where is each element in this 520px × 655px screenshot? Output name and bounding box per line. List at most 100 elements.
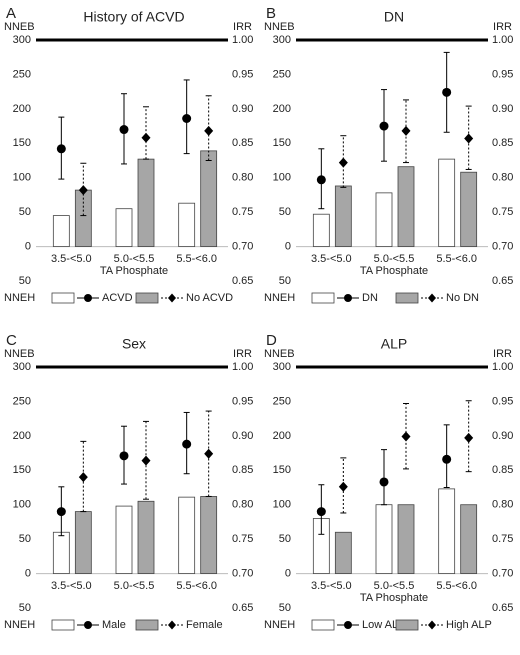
bar — [178, 496, 196, 574]
y-tick-label: 0 — [25, 240, 31, 252]
y-tick-label: 200 — [13, 103, 31, 115]
irr-point — [442, 454, 452, 464]
y2-tick-label: 0.95 — [232, 68, 253, 80]
y-axis-label-bottom: NNEH — [4, 619, 35, 631]
bar — [397, 166, 415, 247]
y-axis-label-bottom: NNEH — [264, 292, 295, 304]
irr-point — [182, 439, 192, 449]
irr-point — [464, 432, 474, 443]
irr-point — [204, 125, 214, 136]
legend-swatch — [395, 292, 419, 304]
y-tick-label: 150 — [13, 464, 31, 476]
y2-tick-label: 0.65 — [492, 275, 513, 287]
y-tick-label: 250 — [273, 395, 291, 407]
x-tick-label: 3.5-<5.0 — [311, 253, 352, 265]
y2-tick-label: 1.00 — [492, 34, 513, 46]
panel-letter: B — [266, 5, 276, 22]
irr-point — [141, 132, 151, 143]
chart-title: History of ACVD — [83, 9, 184, 25]
y2-axis-label: IRR — [493, 21, 512, 33]
y-tick-label: 100 — [13, 172, 31, 184]
bar — [137, 158, 155, 247]
legend-marker — [428, 293, 436, 303]
y-tick-label: 150 — [273, 137, 291, 149]
legend-label: Female — [186, 619, 223, 631]
x-tick-label: 3.5-<5.0 — [51, 580, 92, 592]
legend-label: No ACVD — [186, 292, 233, 304]
y2-axis-label: IRR — [233, 21, 252, 33]
legend-swatch — [135, 292, 159, 304]
legend-marker — [344, 621, 352, 629]
y-tick-label: 250 — [13, 395, 31, 407]
irr-point — [316, 507, 326, 517]
x-axis-label: TA Phosphate — [360, 265, 428, 277]
y2-tick-label: 0.80 — [232, 172, 253, 184]
irr-point — [119, 451, 129, 461]
panel: B DN NNEB NNEH IRR 50 0 50 100 150 200 250 300 0.65 0.… — [264, 5, 513, 304]
legend-marker — [344, 294, 352, 302]
bar — [137, 500, 155, 574]
bar — [438, 158, 456, 247]
y-tick-label: 100 — [273, 172, 291, 184]
y2-tick-label: 0.95 — [492, 395, 513, 407]
x-axis-label: TA Phosphate — [360, 592, 428, 604]
x-tick-label: 5.5-<6.0 — [436, 580, 477, 592]
y-tick-label: 0 — [25, 567, 31, 579]
legend-label: Low ALP — [362, 619, 405, 631]
bar — [115, 208, 133, 247]
legend-label: No DN — [446, 292, 479, 304]
y2-tick-label: 0.65 — [492, 602, 513, 614]
y-tick-label: 50 — [19, 602, 31, 614]
bar — [115, 505, 133, 574]
bar — [460, 504, 478, 574]
x-axis-label: TA Phosphate — [100, 265, 168, 277]
y2-tick-label: 0.75 — [492, 206, 513, 218]
irr-point — [141, 455, 151, 466]
panel-letter: D — [266, 332, 277, 349]
y2-tick-label: 0.85 — [492, 137, 513, 149]
y-tick-label: 50 — [279, 206, 291, 218]
chart-title: ALP — [381, 336, 407, 352]
bar — [74, 511, 92, 574]
bar — [375, 192, 393, 247]
bar — [375, 504, 393, 574]
x-tick-label: 5.0-<5.5 — [374, 580, 415, 592]
y-tick-label: 50 — [279, 533, 291, 545]
x-tick-label: 5.5-<6.0 — [176, 253, 217, 265]
y-axis-label: NNEB — [4, 348, 35, 360]
bar — [200, 150, 218, 247]
irr-point — [78, 472, 88, 483]
y-axis-label-bottom: NNEH — [4, 292, 35, 304]
y2-tick-label: 0.65 — [232, 275, 253, 287]
legend-swatch — [51, 292, 75, 304]
panel-letter: A — [6, 5, 16, 22]
y-tick-label: 100 — [13, 499, 31, 511]
irr-point — [56, 144, 66, 154]
y2-tick-label: 0.70 — [232, 240, 253, 252]
y2-tick-label: 0.80 — [232, 499, 253, 511]
legend-swatch — [311, 619, 335, 631]
y2-tick-label: 0.70 — [232, 567, 253, 579]
chart-title: Sex — [122, 336, 146, 352]
y-tick-label: 50 — [19, 275, 31, 287]
irr-point — [401, 125, 411, 136]
bar — [52, 531, 70, 574]
y2-tick-label: 0.70 — [492, 240, 513, 252]
y-tick-label: 300 — [273, 34, 291, 46]
x-tick-label: 5.0-<5.5 — [374, 253, 415, 265]
y2-tick-label: 0.75 — [232, 533, 253, 545]
y2-tick-label: 0.80 — [492, 172, 513, 184]
irr-point — [338, 481, 348, 492]
irr-point — [204, 448, 214, 459]
irr-point — [182, 113, 192, 123]
bar — [312, 213, 330, 247]
irr-point — [379, 477, 389, 487]
y2-tick-label: 0.85 — [232, 464, 253, 476]
legend-marker — [168, 293, 176, 303]
legend-marker — [168, 620, 176, 630]
x-tick-label: 5.5-<6.0 — [436, 253, 477, 265]
legend-marker — [428, 620, 436, 630]
y2-tick-label: 0.90 — [232, 430, 253, 442]
y-tick-label: 0 — [285, 240, 291, 252]
